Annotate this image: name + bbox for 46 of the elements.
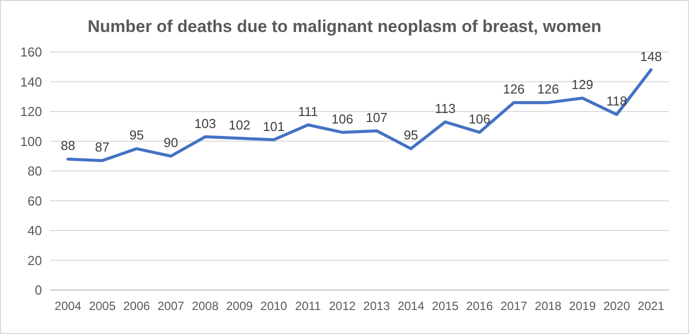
data-label: 90 [164, 135, 178, 150]
data-label: 113 [434, 100, 456, 116]
x-tick-label: 2014 [398, 299, 425, 313]
data-label: 87 [95, 140, 110, 155]
data-label: 148 [640, 48, 662, 64]
x-tick-label: 2006 [123, 299, 150, 313]
data-label: 106 [332, 111, 354, 126]
x-tick-label: 2007 [158, 299, 185, 313]
data-label: 111 [298, 104, 318, 119]
x-tick-label: 2009 [226, 299, 254, 313]
data-label: 118 [606, 93, 628, 108]
x-tick-label: 2020 [603, 299, 630, 313]
data-label: 126 [502, 82, 525, 97]
data-label: 103 [194, 116, 216, 131]
data-label: 107 [366, 110, 388, 125]
x-tick-label: 2019 [569, 299, 596, 313]
x-tick-label: 2015 [432, 299, 459, 313]
y-tick-label: 140 [20, 74, 42, 90]
x-tick-label: 2013 [363, 299, 390, 313]
x-tick-label: 2018 [534, 299, 562, 313]
x-tick-label: 2011 [295, 299, 322, 313]
data-label: 129 [572, 77, 594, 92]
y-tick-label: 100 [20, 134, 42, 149]
y-tick-label: 60 [28, 193, 42, 208]
data-label: 106 [468, 111, 490, 126]
x-tick-label: 2017 [500, 299, 528, 313]
data-label: 88 [60, 138, 76, 154]
data-label: 95 [404, 128, 418, 143]
data-label: 126 [537, 82, 559, 97]
chart-title: Number of deaths due to malignant neoplasm of breast, women [88, 17, 602, 36]
x-tick-label: 2010 [260, 299, 288, 313]
x-tick-label: 2004 [54, 299, 82, 313]
data-label: 101 [262, 118, 285, 134]
y-tick-label: 40 [28, 223, 42, 238]
data-label: 95 [129, 128, 144, 143]
data-label: 102 [228, 117, 250, 132]
x-tick-label: 2012 [329, 299, 356, 313]
y-tick-label: 20 [28, 252, 42, 268]
y-tick-label: 80 [28, 164, 42, 179]
y-tick-label: 0 [34, 282, 42, 298]
x-tick-label: 2008 [192, 299, 219, 313]
x-tick-label: 2016 [466, 299, 494, 313]
x-tick-label: 2005 [88, 299, 116, 313]
y-tick-label: 160 [20, 44, 42, 60]
y-tick-label: 120 [20, 104, 42, 120]
x-tick-label: 2021 [638, 299, 665, 313]
